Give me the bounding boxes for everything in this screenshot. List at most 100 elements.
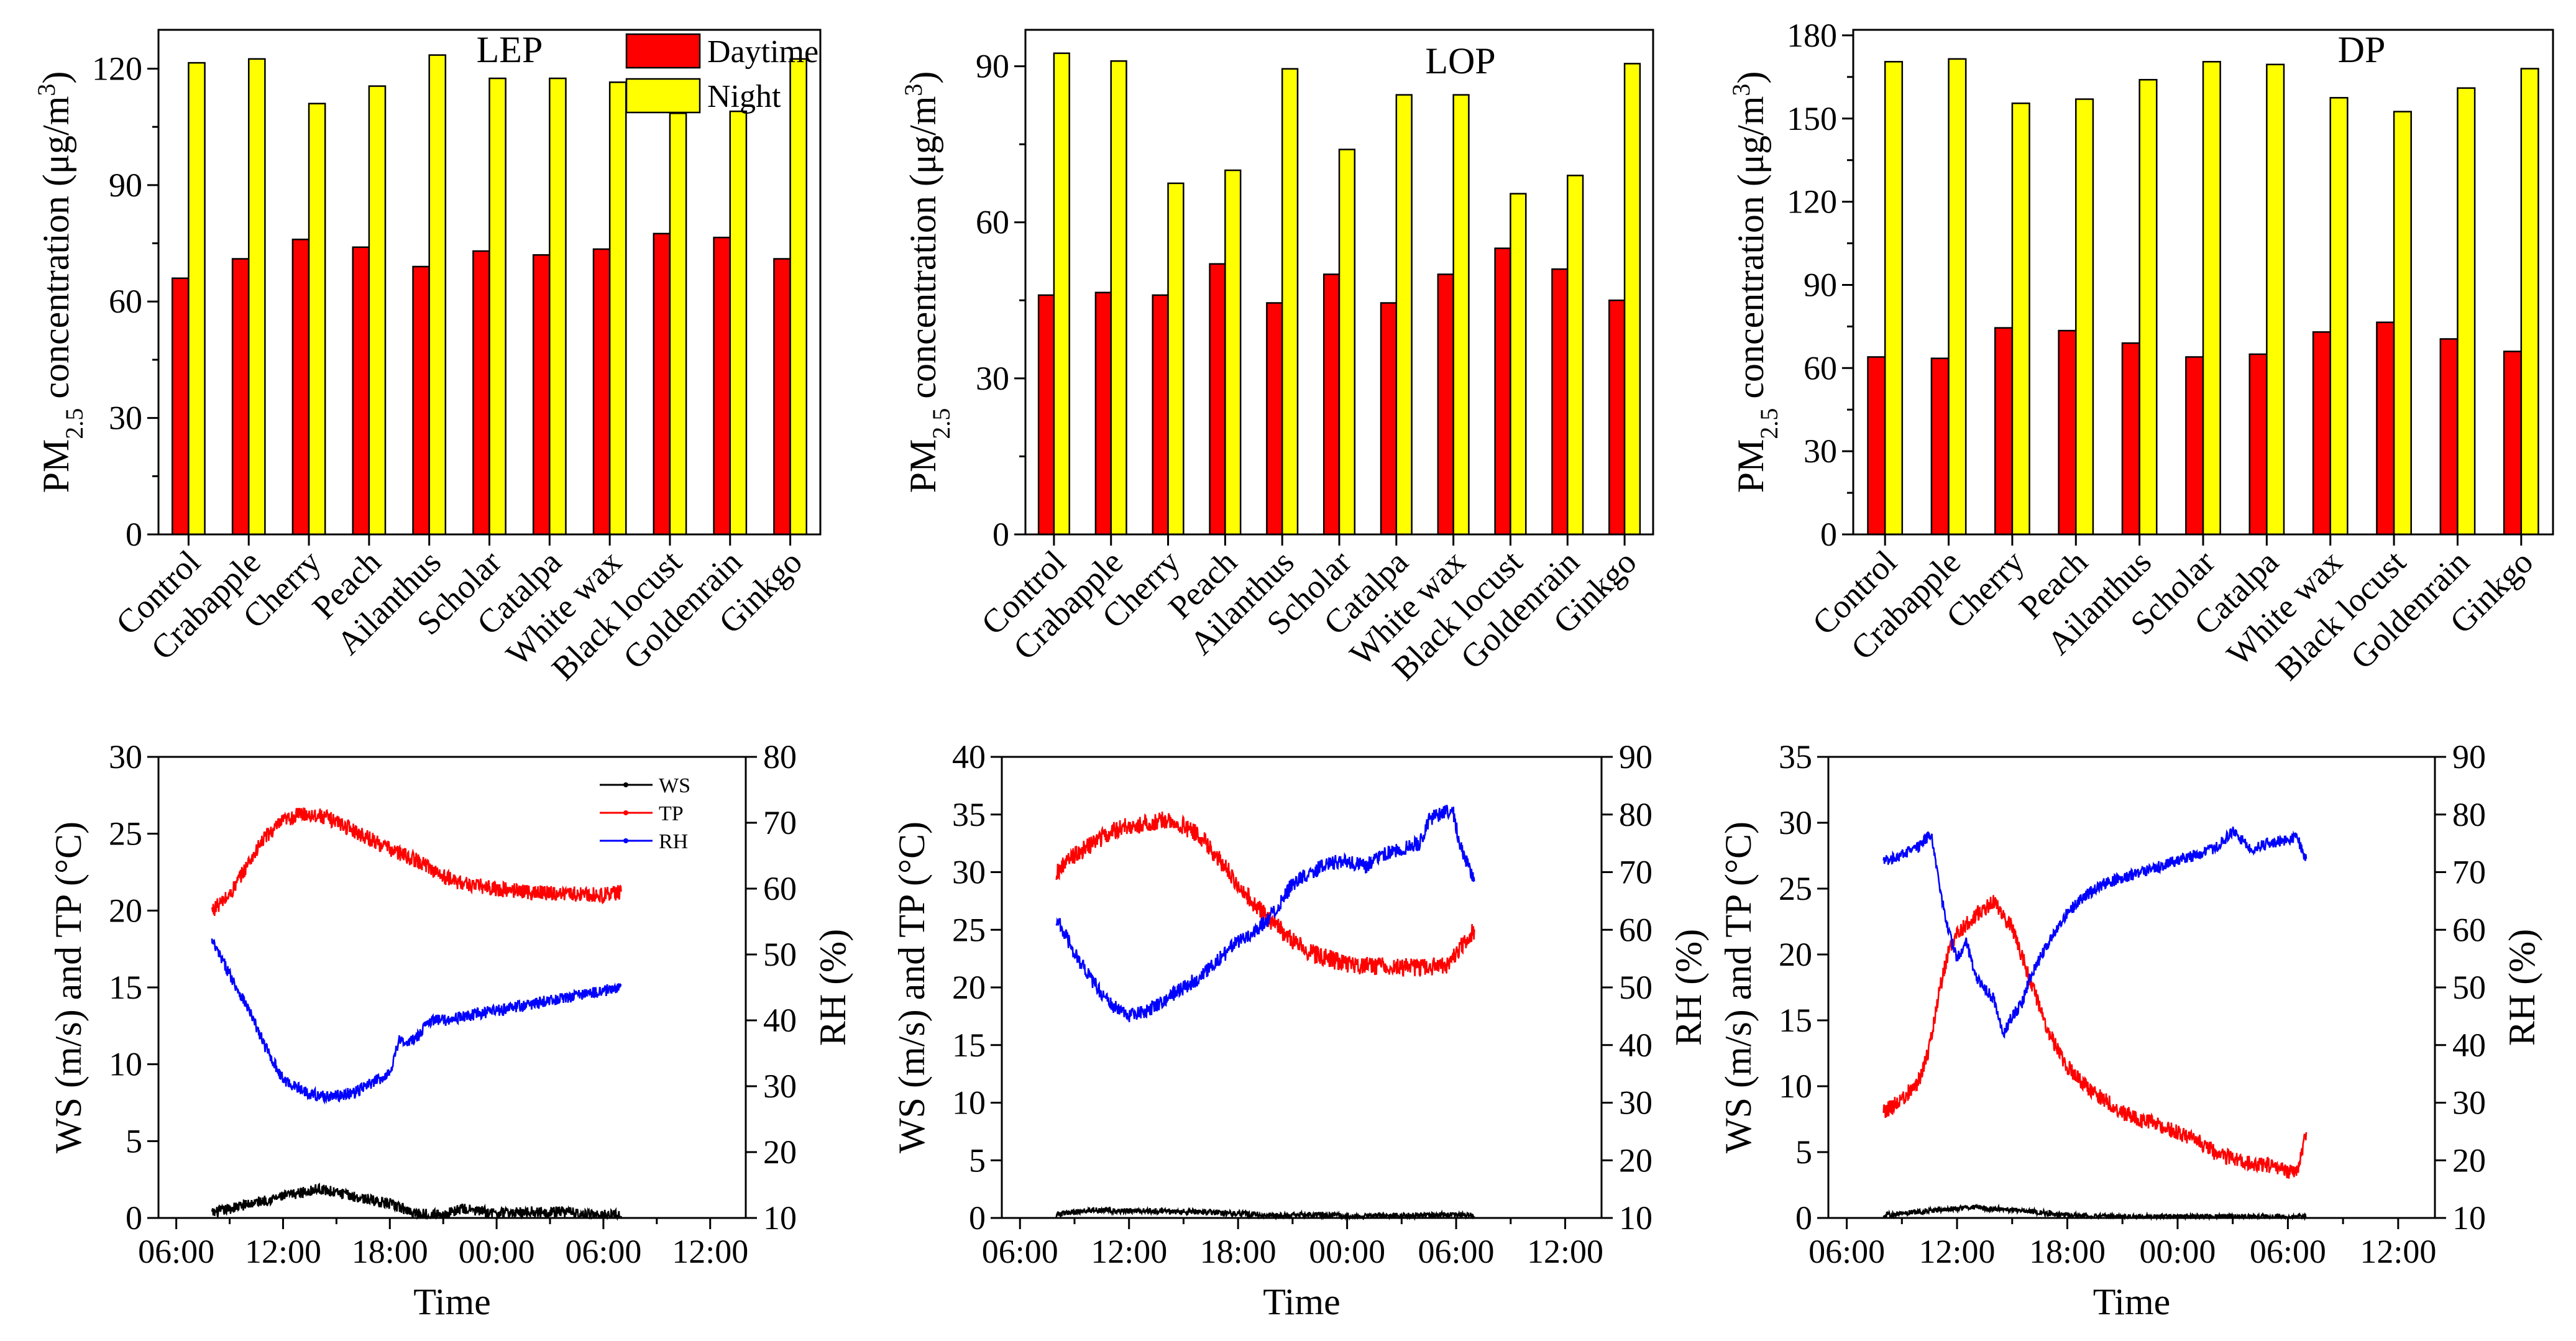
bar-night-peach [2075,98,2094,536]
y-axis-label: PM2.5 concentration (μg/m3) [1727,71,1783,493]
bar-daytime-crabapple [231,258,250,536]
y2-tick-label: 80 [1619,796,1652,833]
y2-tick-label: 40 [1619,1027,1652,1064]
y-tick-label: 15 [952,1027,986,1064]
y-axis-label-part: ) [902,71,943,84]
bar-night-crabapple [1948,58,1967,536]
y2-tick-label: 20 [1619,1142,1652,1179]
y2-tick-label: 60 [763,870,797,907]
y-tick-label: 120 [1787,183,1837,221]
bar-night-white-wax [2329,97,2349,536]
bar-night-ailanthus [428,54,447,536]
y2-tick-label: 60 [1619,911,1652,948]
x-tick-label: 18:00 [2029,1233,2106,1270]
y-tick-label: 0 [1820,516,1837,553]
y-axis-label: WS (m/s) and TP (°C) [891,822,932,1153]
bar-night-goldenrain [2457,87,2476,536]
bar-night-peach [368,85,387,536]
bar-daytime-black-locust [653,232,671,536]
bar-night-catalpa [2266,63,2285,536]
bar-night-ginkgo [2520,68,2539,536]
bar-daytime-control [172,277,190,536]
x-tick-label: 18:00 [1200,1233,1277,1270]
x-tick-label: 00:00 [459,1233,535,1270]
bar-chart-2: 0306090ControlCrabappleCherryPeachAilant… [899,29,1654,687]
y-tick-label: 40 [952,738,986,776]
y-tick-label: 25 [1779,870,1812,907]
bar-daytime-cherry [291,239,310,536]
x-tick-label: 18:00 [352,1233,428,1270]
series-line-rh [1055,805,1475,1022]
y-tick-label: 20 [952,969,986,1006]
y-axis-label-part: ) [35,71,76,84]
y-tick-label: 90 [1804,266,1837,303]
y2-axis-label: RH (%) [2501,929,2542,1046]
y2-tick-label: 70 [1619,854,1652,891]
bar-daytime-white-wax [2312,331,2331,536]
bar-daytime-ailanthus [2121,342,2140,536]
y-tick-label: 90 [976,48,1009,85]
y-tick-label: 30 [109,400,142,437]
bar-daytime-goldenrain [2439,338,2459,536]
y-tick-label: 0 [992,516,1009,553]
x-axis-label: Time [1263,1281,1341,1322]
y-tick-label: 10 [1779,1068,1812,1105]
y-tick-label: 15 [109,969,142,1006]
y-axis-label-part: concentration (μg/m [35,96,76,408]
y-axis-label-part: 2.5 [60,408,88,439]
y2-tick-label: 90 [2452,738,2486,776]
bar-daytime-crabapple [1930,357,1950,536]
y2-tick-label: 60 [2452,911,2486,948]
y-tick-label: 30 [976,360,1009,397]
y-tick-label: 60 [976,204,1009,241]
x-tick-label: 12:00 [2360,1233,2436,1270]
y2-tick-label: 30 [1619,1084,1652,1122]
legend-label-rh: RH [659,830,688,853]
plot-frame [1827,756,2436,1219]
y-tick-label: 0 [126,1199,142,1237]
bar-night-goldenrain [1567,175,1584,536]
bar-daytime-scholar [2185,356,2204,536]
x-tick-label: 00:00 [1309,1233,1385,1270]
x-tick-label: 12:00 [1091,1233,1167,1270]
bar-night-white-wax [608,81,627,536]
y-tick-label: 30 [952,854,986,891]
bar-night-control [188,62,206,536]
x-tick-label: 06:00 [982,1233,1058,1270]
y-axis-label-part: ) [1730,71,1771,84]
x-tick-label: 06:00 [2250,1233,2326,1270]
y-tick-label: 35 [952,796,986,833]
bar-night-catalpa [1395,94,1413,536]
y-tick-label: 0 [126,516,142,553]
legend-label-daytime: Daytime [707,34,818,70]
y-tick-label: 120 [92,50,142,87]
y2-tick-label: 70 [763,804,797,841]
y2-tick-label: 40 [2452,1027,2486,1064]
bar-daytime-ginkgo [773,258,791,536]
y-axis-label-part: PM [902,439,943,493]
bar-daytime-control [1037,294,1055,536]
y-tick-label: 20 [109,892,142,929]
y-axis-label-part: 3 [32,84,60,96]
legend-marker-tp [623,810,628,815]
bar-daytime-goldenrain [713,236,731,536]
bar-daytime-peach [2058,329,2077,536]
bar-daytime-ginkgo [1608,300,1626,536]
y-tick-label: 30 [109,738,142,776]
y-tick-label: 5 [126,1122,142,1160]
y2-tick-label: 70 [2452,854,2486,891]
bar-night-catalpa [549,77,567,536]
y2-tick-label: 40 [763,1002,797,1039]
legend-marker-rh [623,838,628,843]
bar-night-goldenrain [729,110,748,536]
bar-daytime-peach [352,246,370,536]
y2-tick-label: 80 [2452,796,2486,833]
series-line-tp [1882,895,2308,1179]
y2-tick-label: 10 [763,1199,797,1237]
bar-night-control [1053,52,1070,536]
y-tick-label: 35 [1779,738,1812,776]
series-line-rh [1882,826,2308,1039]
x-tick-label: 12:00 [1919,1233,1996,1270]
y2-tick-label: 50 [1619,969,1652,1006]
